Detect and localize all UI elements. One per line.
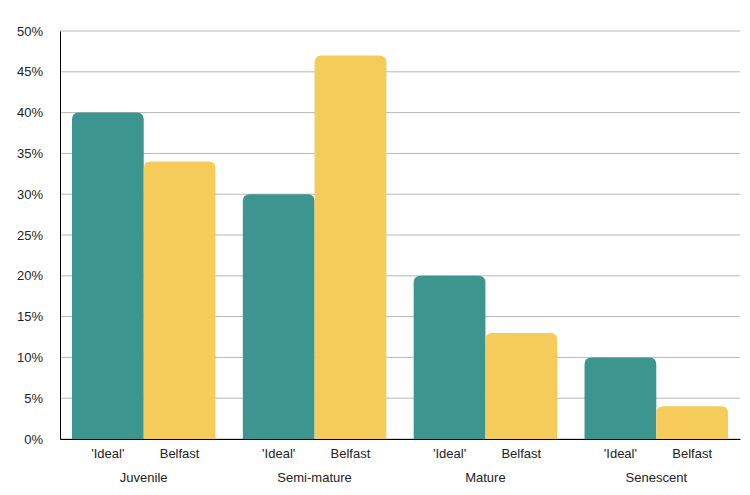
tick-label: Semi-mature [277,470,351,485]
tick-label: 15% [17,309,43,324]
tick: 40% [17,105,60,120]
tick-label: Juvenile [120,470,168,485]
tick-label: 10% [17,350,43,365]
grid [60,31,740,439]
series-label: Belfast [501,446,541,461]
tick-label: Senescent [626,470,688,485]
tick-label: 35% [17,146,43,161]
tick-label: Mature [465,470,505,485]
series-labels: 'Ideal' Belfast 'Ideal' Belfast 'Ideal' Belfa… [91,446,712,461]
chart: 0% 5% 10% 15% 20% 25% 30% 35% 40% 45% 50% Juvenile S… [0,0,750,495]
tick: 30% [17,187,60,202]
grid-line [60,112,740,113]
tick-label: 50% [17,24,43,39]
grid-line [60,31,740,32]
bars [72,55,728,439]
bar [144,162,216,439]
tick: 45% [17,64,60,79]
series-label: 'Ideal' [433,446,466,461]
tick: 10% [17,350,60,365]
tick-label: 25% [17,228,43,243]
grid-line [60,71,740,72]
series-label: Belfast [160,446,200,461]
tick: 20% [17,268,60,283]
bar [414,276,486,439]
bar [72,113,144,439]
tick: 25% [17,228,60,243]
tick-label: 45% [17,64,43,79]
axis-line [61,439,741,440]
bar [656,406,728,439]
tick-label: 5% [24,391,43,406]
grid-line [60,153,740,154]
tick: 5% [24,391,60,406]
tick-label: 30% [17,187,43,202]
series-label: Belfast [331,446,371,461]
bar [485,333,557,439]
tick-label: 0% [24,432,43,447]
tick-label: 20% [17,268,43,283]
series-label: Belfast [672,446,712,461]
series-label: 'Ideal' [262,446,295,461]
bar [243,194,315,439]
tick: 0% [24,432,60,447]
y-axis: 0% 5% 10% 15% 20% 25% 30% 35% 40% 45% 50% [17,24,61,447]
tick: 15% [17,309,60,324]
tick: Mature [465,439,505,485]
x-axis: Juvenile Semi-mature Mature Senescent [61,439,741,485]
axis-line [60,32,61,440]
bar [315,55,387,439]
tick: 35% [17,146,60,161]
tick: 50% [17,24,60,39]
series-label: 'Ideal' [91,446,124,461]
tick-label: 40% [17,105,43,120]
series-label: 'Ideal' [604,446,637,461]
bar [585,357,657,439]
